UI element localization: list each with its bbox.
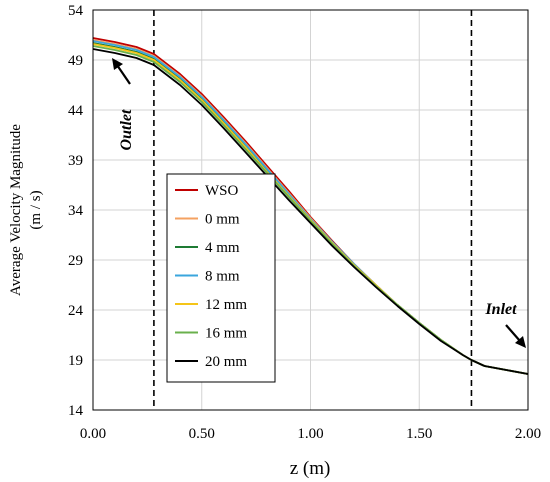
x-tick-labels: 0.00 0.50 1.00 1.50 2.00: [80, 426, 541, 442]
x-tick-label: 1.00: [297, 426, 323, 442]
y-tick-label: 24: [68, 303, 84, 319]
x-tick-label: 2.00: [515, 426, 541, 442]
y-tick-label: 29: [68, 253, 83, 269]
legend-label: 12 mm: [205, 297, 247, 313]
x-tick-label: 0.50: [189, 426, 215, 442]
y-tick-label: 49: [68, 53, 83, 69]
series-lines: [92, 37, 529, 375]
legend-label: WSO: [205, 183, 239, 199]
y-axis-label: Average Velocity Magnitude: [8, 124, 24, 296]
x-tick-label: 0.00: [80, 426, 106, 442]
y-tick-label: 39: [68, 153, 83, 169]
y-tick-label: 14: [68, 403, 84, 419]
inlet-label: Inlet: [484, 301, 517, 318]
inlet-arrow-icon: [505, 324, 526, 348]
vertical-markers: [153, 10, 473, 410]
legend-label: 4 mm: [205, 240, 240, 256]
y-tick-labels: 14 19 24 29 34 39 44 49 54: [68, 3, 84, 419]
x-tick-label: 1.50: [406, 426, 432, 442]
legend-label: 16 mm: [205, 326, 247, 342]
legend-label: 20 mm: [205, 354, 247, 370]
outlet-label: Outlet: [118, 109, 135, 150]
y-tick-label: 54: [68, 3, 84, 19]
y-tick-label: 44: [68, 103, 84, 119]
legend-items: WSO 0 mm 4 mm 8 mm 12 mm 16 mm 20 mm: [175, 183, 247, 370]
outlet-arrow-icon: [112, 58, 131, 85]
outlet-annotation: Outlet: [112, 58, 135, 150]
y-tick-label: 19: [68, 353, 83, 369]
y-axis-unit: (m / s): [28, 190, 44, 229]
inlet-annotation: Inlet: [484, 301, 526, 348]
plot-frame: [92, 9, 529, 411]
legend-label: 8 mm: [205, 269, 240, 285]
legend-box: [166, 173, 276, 383]
y-tick-label: 34: [68, 203, 84, 219]
x-axis-label: z (m): [290, 458, 331, 479]
series-line: [92, 48, 529, 375]
legend-label: 0 mm: [205, 212, 240, 228]
grid: [92, 9, 529, 411]
legend: WSO 0 mm 4 mm 8 mm 12 mm 16 mm 20 mm: [166, 173, 276, 383]
